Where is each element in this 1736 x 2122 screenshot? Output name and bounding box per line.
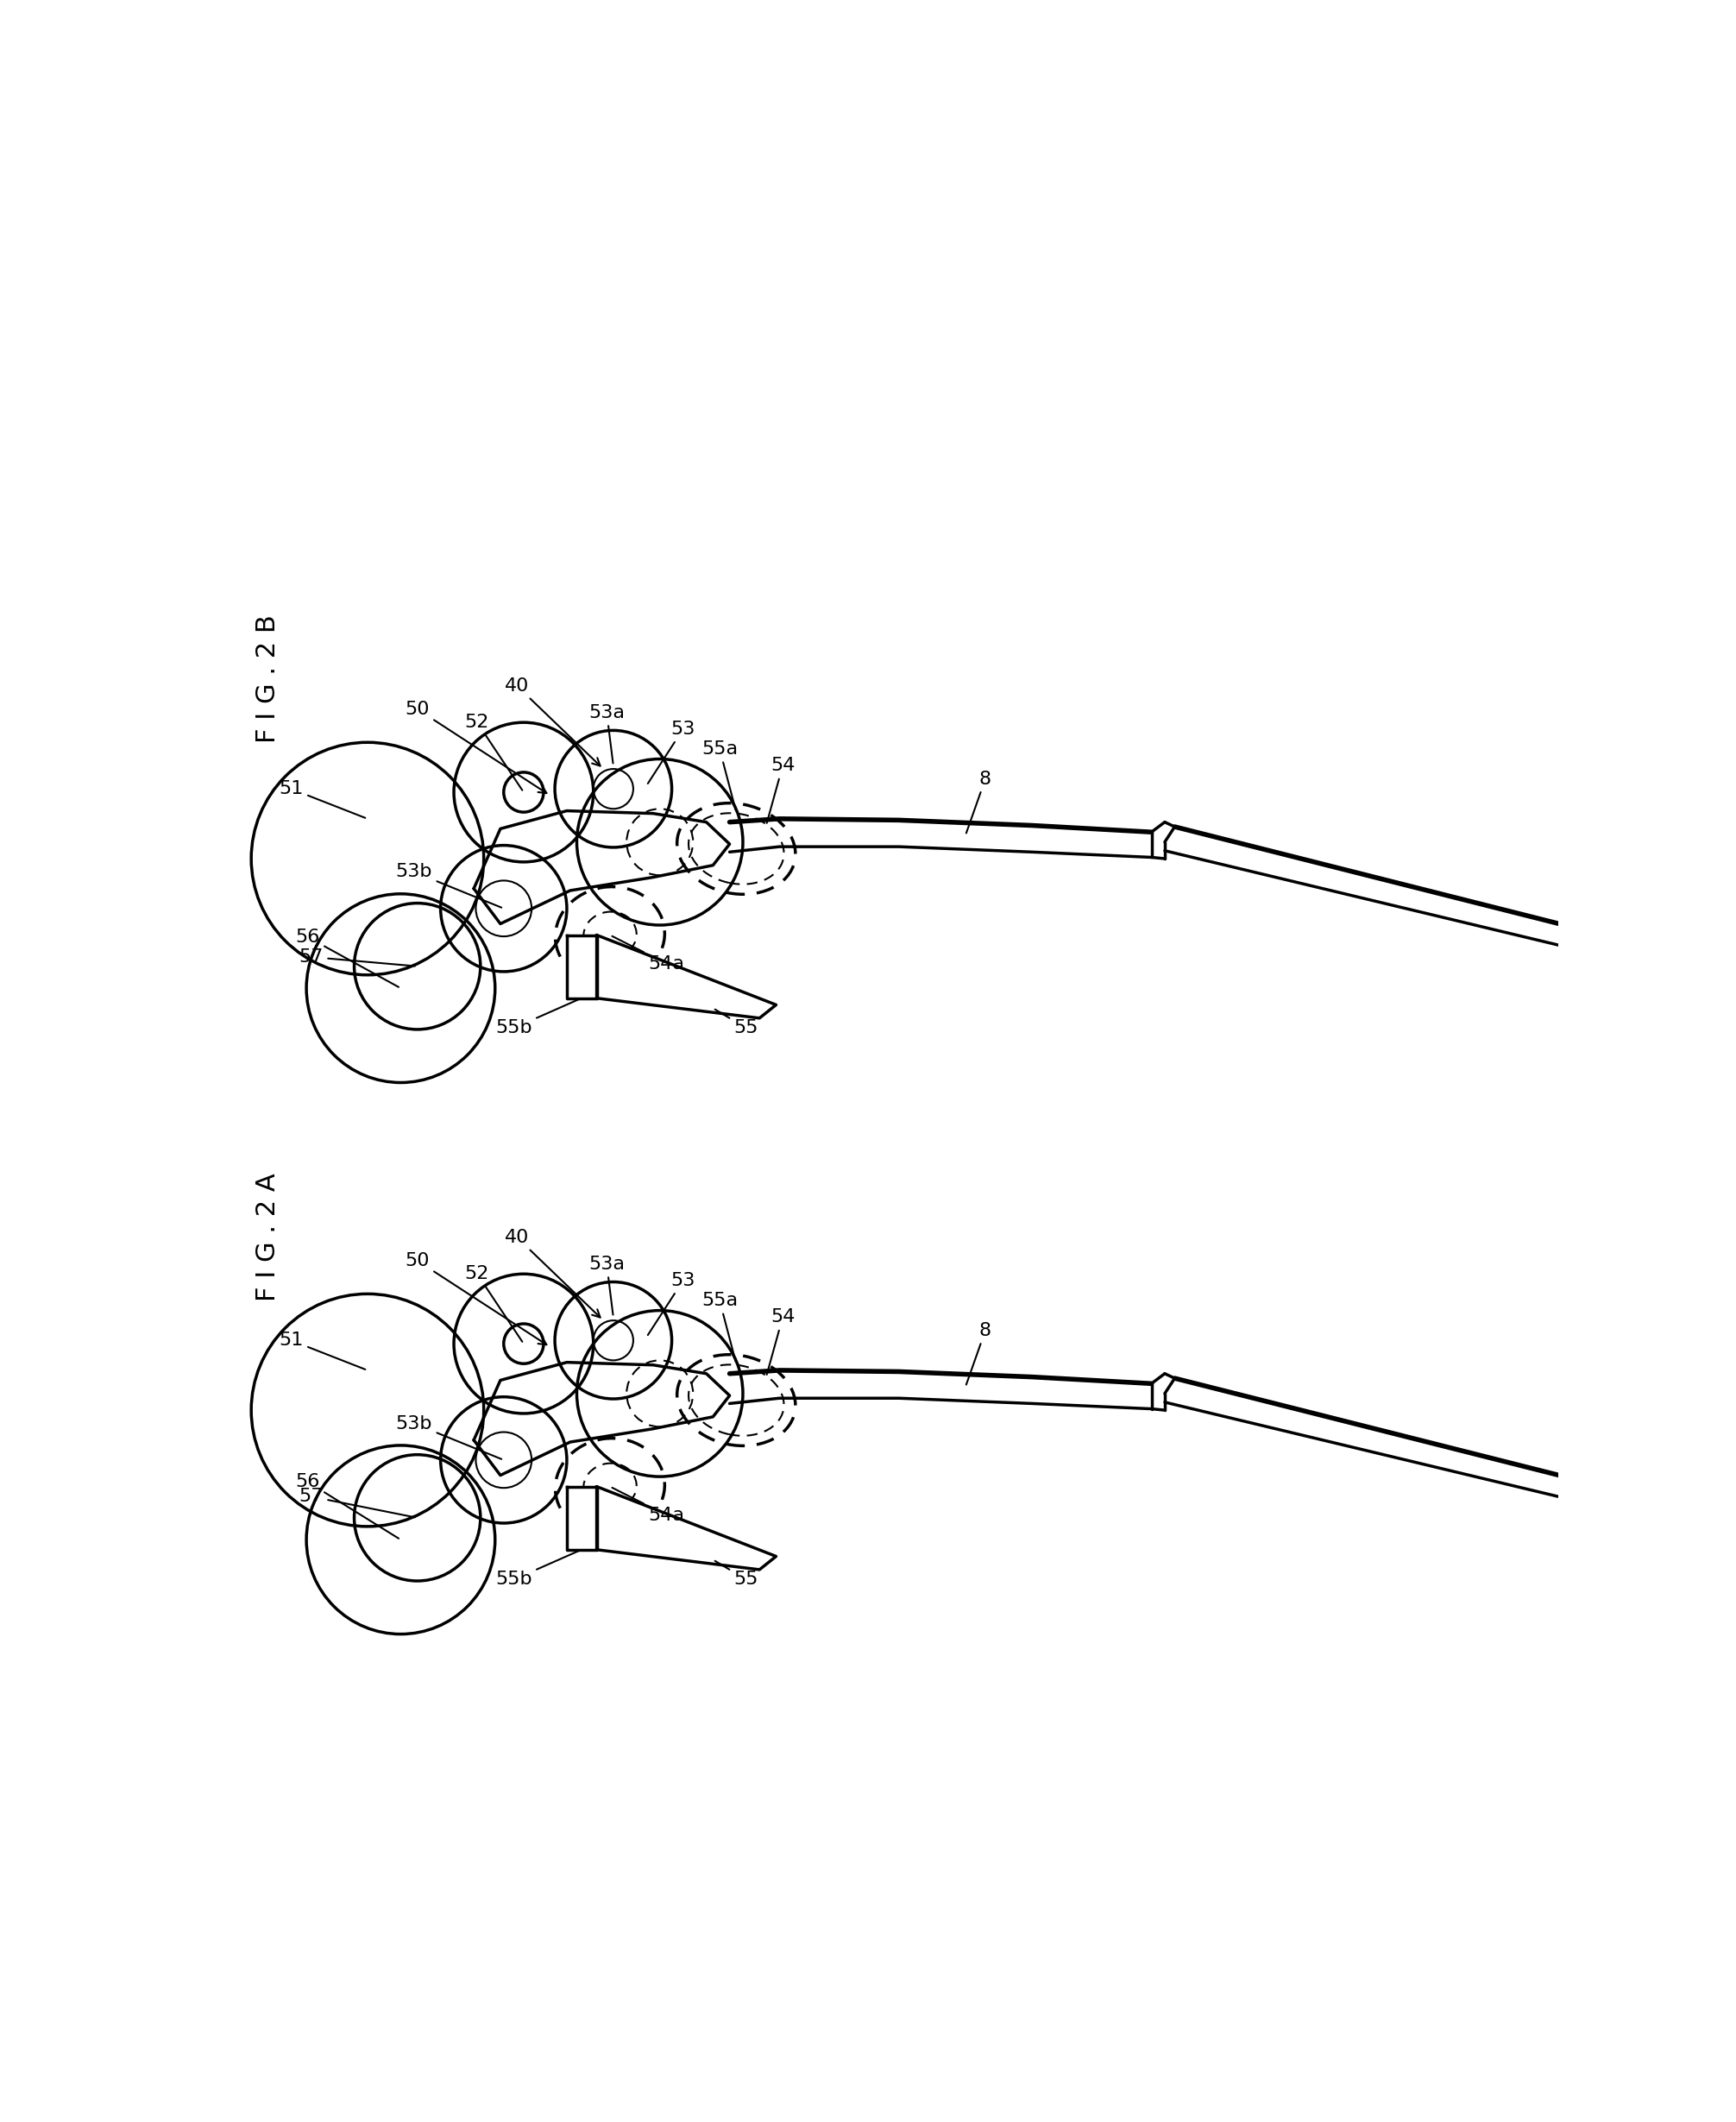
Text: 54: 54	[767, 1309, 795, 1375]
Text: 51: 51	[279, 781, 365, 817]
Text: 53a: 53a	[589, 705, 625, 764]
Text: 55a: 55a	[701, 741, 738, 811]
Text: 52: 52	[465, 1265, 523, 1341]
Text: 53: 53	[648, 1271, 696, 1335]
Polygon shape	[568, 1488, 597, 1549]
Text: 57: 57	[299, 1488, 415, 1517]
Polygon shape	[1660, 929, 1736, 966]
Text: F I G . 2 B: F I G . 2 B	[255, 615, 279, 743]
Text: 50: 50	[404, 700, 547, 794]
Polygon shape	[568, 936, 597, 997]
Text: 53b: 53b	[396, 864, 502, 908]
Text: 55a: 55a	[701, 1292, 738, 1362]
Polygon shape	[474, 1362, 729, 1475]
Text: 54a: 54a	[613, 1488, 684, 1524]
Text: 51: 51	[279, 1333, 365, 1369]
Text: 53a: 53a	[589, 1256, 625, 1316]
Text: 53b: 53b	[396, 1415, 502, 1460]
Text: 8: 8	[967, 770, 991, 834]
Text: 8: 8	[967, 1322, 991, 1386]
Text: 53: 53	[648, 721, 696, 783]
Text: 52: 52	[465, 713, 523, 789]
Text: 55: 55	[715, 1010, 759, 1038]
Text: 55b: 55b	[495, 1551, 580, 1587]
Text: 55b: 55b	[495, 999, 580, 1038]
Text: 56: 56	[295, 929, 399, 987]
Polygon shape	[597, 936, 776, 1019]
Polygon shape	[597, 1488, 776, 1570]
Text: 56: 56	[295, 1473, 399, 1538]
Text: F I G . 2 A: F I G . 2 A	[255, 1173, 279, 1301]
Text: 50: 50	[404, 1252, 547, 1345]
Text: 55: 55	[715, 1562, 759, 1587]
Text: 40: 40	[505, 1229, 601, 1318]
Text: 54a: 54a	[613, 936, 684, 972]
Text: 54: 54	[767, 758, 795, 823]
Polygon shape	[474, 811, 729, 923]
Text: 57: 57	[299, 949, 415, 966]
Text: 40: 40	[505, 677, 601, 766]
Polygon shape	[1660, 1481, 1736, 1517]
